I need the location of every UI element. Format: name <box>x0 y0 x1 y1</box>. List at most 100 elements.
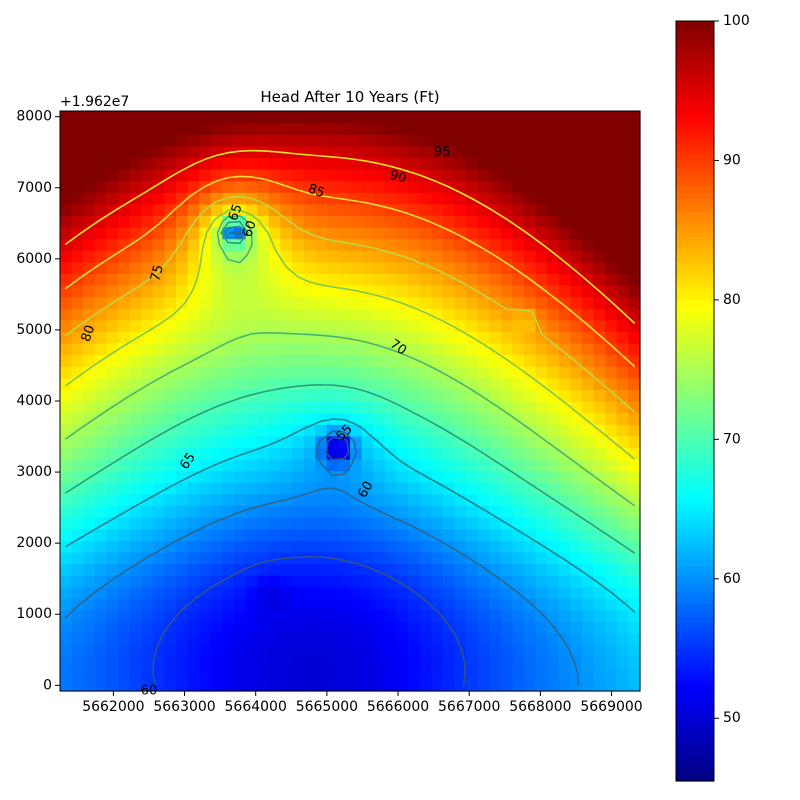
heatmap-cell <box>535 215 548 228</box>
heatmap-cell <box>558 401 571 414</box>
heatmap-cell <box>60 517 73 530</box>
heatmap-cell <box>129 493 142 506</box>
heatmap-cell <box>245 273 258 286</box>
heatmap-cell <box>129 157 142 170</box>
heatmap-cell <box>257 134 270 147</box>
heatmap-cell <box>558 157 571 170</box>
heatmap-cell <box>512 435 525 448</box>
heatmap-cell <box>268 366 281 379</box>
heatmap-cell <box>268 377 281 390</box>
heatmap-cell <box>280 482 293 495</box>
heatmap-cell <box>524 505 537 518</box>
heatmap-cell <box>616 528 629 541</box>
colorbar-segment <box>676 198 714 206</box>
heatmap-cell <box>222 528 235 541</box>
heatmap-cell <box>303 296 316 309</box>
heatmap-cell <box>245 563 258 576</box>
heatmap-cell <box>141 366 154 379</box>
heatmap-cell <box>338 169 351 182</box>
heatmap-cell <box>628 227 641 240</box>
heatmap-cell <box>292 435 305 448</box>
heatmap-cell <box>176 656 189 669</box>
heatmap-cell <box>628 261 641 274</box>
colorbar-segment <box>676 591 714 598</box>
heatmap-cell <box>605 633 618 646</box>
heatmap-cell <box>500 238 513 251</box>
heatmap-cell <box>338 644 351 657</box>
heatmap-cell <box>547 145 560 158</box>
colorbar-segment <box>676 458 714 465</box>
heatmap-cell <box>326 261 339 274</box>
heatmap-cell <box>129 111 142 124</box>
heatmap-cell <box>234 482 247 495</box>
heatmap-cell <box>466 459 479 472</box>
heatmap-cell <box>442 412 455 425</box>
heatmap-cell <box>222 447 235 460</box>
heatmap-cell <box>350 551 363 564</box>
heatmap-cell <box>118 308 131 321</box>
heatmap-cell <box>129 621 142 634</box>
heatmap-cell <box>419 273 432 286</box>
heatmap-cell <box>245 308 258 321</box>
heatmap-cell <box>257 319 270 332</box>
heatmap-cell <box>176 621 189 634</box>
heatmap-cell <box>408 679 421 692</box>
heatmap-cell <box>454 424 467 437</box>
heatmap-cell <box>268 343 281 356</box>
heatmap-cell <box>361 505 374 518</box>
heatmap-cell <box>547 505 560 518</box>
heatmap-cell <box>280 517 293 530</box>
heatmap-cell <box>222 343 235 356</box>
heatmap-cell <box>152 551 165 564</box>
heatmap-cell <box>164 122 177 135</box>
heatmap-cell <box>582 377 595 390</box>
colorbar-segment <box>676 762 714 769</box>
heatmap-cell <box>176 633 189 646</box>
heatmap-cell <box>500 250 513 263</box>
heatmap-cell <box>454 482 467 495</box>
heatmap-cell <box>118 296 131 309</box>
heatmap-cell <box>558 343 571 356</box>
heatmap-cell <box>616 459 629 472</box>
heatmap-cell <box>558 285 571 298</box>
heatmap-cell <box>94 308 107 321</box>
heatmap-cell <box>419 401 432 414</box>
heatmap-cell <box>71 157 84 170</box>
heatmap-cell <box>245 169 258 182</box>
heatmap-cell <box>477 679 490 692</box>
heatmap-cell <box>326 319 339 332</box>
colorbar-segment <box>676 204 714 212</box>
heatmap-cell <box>442 667 455 680</box>
heatmap-cell <box>570 261 583 274</box>
heatmap-cell <box>582 273 595 286</box>
heatmap-cell <box>605 122 618 135</box>
heatmap-cell <box>315 343 328 356</box>
heatmap-cell <box>361 633 374 646</box>
heatmap-cell <box>71 203 84 216</box>
heatmap-cell <box>71 412 84 425</box>
heatmap-cell <box>593 331 606 344</box>
heatmap-cell <box>234 377 247 390</box>
heatmap-cell <box>210 424 223 437</box>
heatmap-cell <box>106 563 119 576</box>
heatmap-cell <box>152 250 165 263</box>
heatmap-cell <box>268 308 281 321</box>
heatmap-cell <box>141 644 154 657</box>
heatmap-cell <box>419 250 432 263</box>
heatmap-cell <box>628 447 641 460</box>
heatmap-cell <box>408 575 421 588</box>
heatmap-cell <box>477 482 490 495</box>
heatmap-cell <box>628 493 641 506</box>
heatmap-cell <box>454 389 467 402</box>
heatmap-cell <box>489 493 502 506</box>
heatmap-cell <box>326 111 339 124</box>
heatmap-cell <box>257 598 270 611</box>
heatmap-cell <box>338 296 351 309</box>
heatmap-cell <box>60 575 73 588</box>
heatmap-cell <box>408 343 421 356</box>
heatmap-cell <box>106 621 119 634</box>
heatmap-cell <box>582 412 595 425</box>
heatmap-cell <box>326 308 339 321</box>
heatmap-cell <box>292 459 305 472</box>
heatmap-cell <box>442 203 455 216</box>
